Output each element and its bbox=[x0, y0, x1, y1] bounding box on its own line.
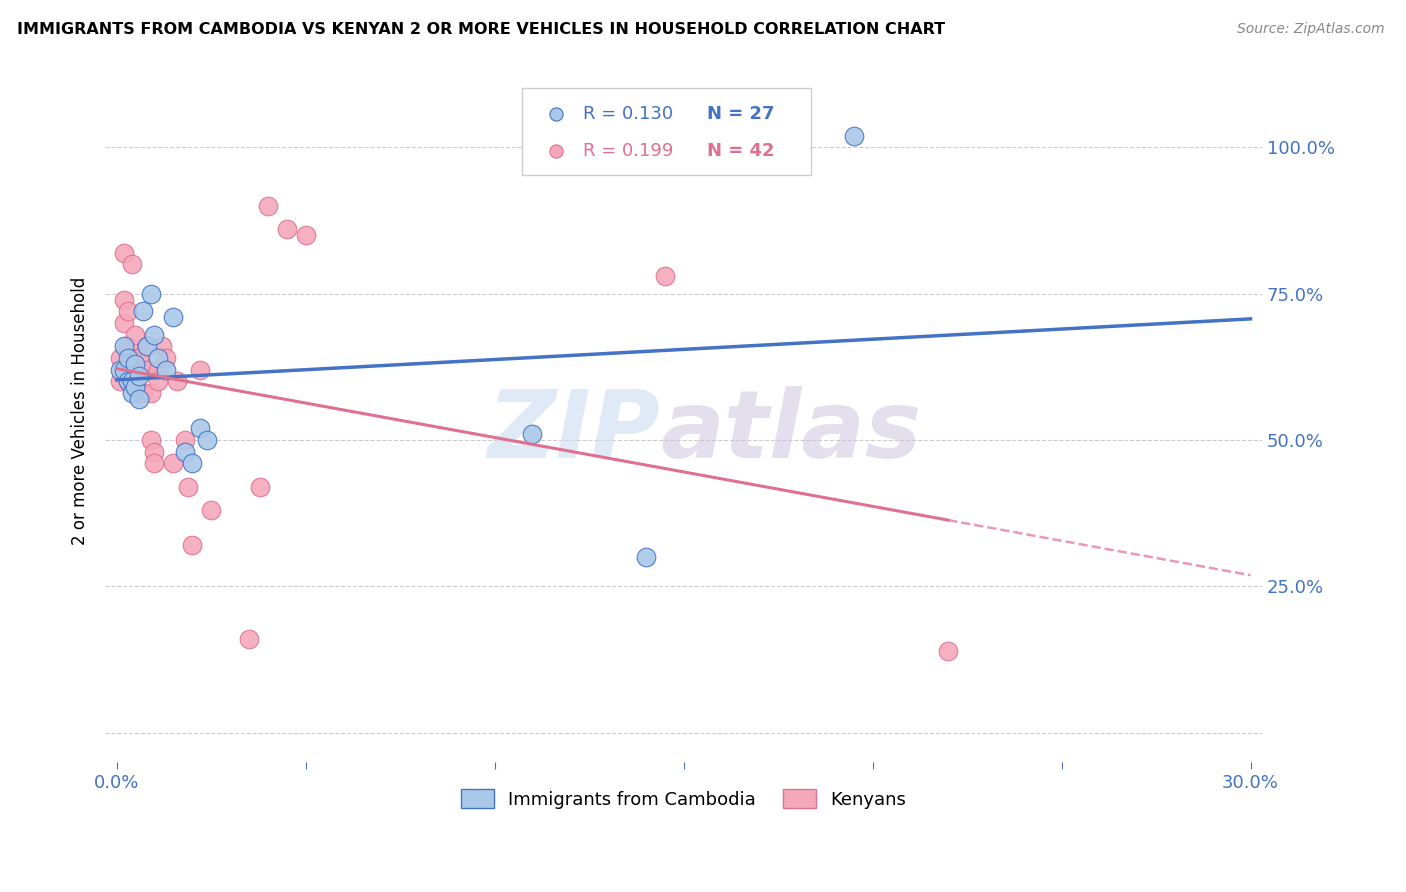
Point bbox=[238, 632, 260, 646]
Point bbox=[117, 351, 139, 365]
Point bbox=[117, 375, 139, 389]
Point bbox=[112, 293, 135, 307]
Text: N = 42: N = 42 bbox=[707, 142, 775, 160]
Point bbox=[294, 228, 316, 243]
Point bbox=[173, 444, 195, 458]
Point bbox=[146, 351, 169, 365]
Point bbox=[124, 380, 146, 394]
Point bbox=[155, 351, 177, 365]
Text: N = 27: N = 27 bbox=[707, 105, 775, 123]
Point bbox=[110, 375, 132, 389]
Point bbox=[143, 444, 166, 458]
Point bbox=[124, 327, 146, 342]
Point bbox=[654, 269, 676, 284]
FancyBboxPatch shape bbox=[522, 87, 811, 176]
Point bbox=[139, 386, 162, 401]
Point bbox=[124, 357, 146, 371]
Point bbox=[128, 386, 150, 401]
Text: atlas: atlas bbox=[661, 385, 922, 478]
Point bbox=[121, 351, 143, 365]
Point bbox=[522, 427, 544, 442]
Text: IMMIGRANTS FROM CAMBODIA VS KENYAN 2 OR MORE VEHICLES IN HOUSEHOLD CORRELATION C: IMMIGRANTS FROM CAMBODIA VS KENYAN 2 OR … bbox=[17, 22, 945, 37]
Point bbox=[200, 503, 222, 517]
Point bbox=[128, 392, 150, 406]
Point bbox=[177, 480, 200, 494]
Point bbox=[121, 375, 143, 389]
Point bbox=[143, 327, 166, 342]
Point bbox=[112, 362, 135, 376]
Legend: Immigrants from Cambodia, Kenyans: Immigrants from Cambodia, Kenyans bbox=[454, 782, 912, 816]
Point bbox=[166, 375, 188, 389]
Text: ZIP: ZIP bbox=[488, 385, 661, 478]
Point bbox=[135, 339, 157, 353]
Point bbox=[121, 362, 143, 376]
Point bbox=[276, 222, 298, 236]
Point bbox=[112, 339, 135, 353]
Point bbox=[842, 128, 865, 143]
Point bbox=[173, 433, 195, 447]
Point bbox=[181, 538, 204, 552]
Point bbox=[112, 316, 135, 330]
Point bbox=[188, 421, 211, 435]
Point bbox=[121, 386, 143, 401]
Point bbox=[117, 375, 139, 389]
Point bbox=[195, 433, 218, 447]
Point bbox=[135, 362, 157, 376]
Point bbox=[162, 310, 184, 324]
Y-axis label: 2 or more Vehicles in Household: 2 or more Vehicles in Household bbox=[72, 277, 89, 545]
Text: R = 0.130: R = 0.130 bbox=[583, 105, 673, 123]
Point bbox=[162, 456, 184, 470]
Point bbox=[117, 339, 139, 353]
Point bbox=[121, 257, 143, 271]
Point bbox=[110, 362, 132, 376]
Point bbox=[146, 362, 169, 376]
Point bbox=[155, 362, 177, 376]
Point bbox=[256, 199, 278, 213]
Point bbox=[181, 456, 204, 470]
Point bbox=[124, 375, 146, 389]
Text: Source: ZipAtlas.com: Source: ZipAtlas.com bbox=[1237, 22, 1385, 37]
Point bbox=[139, 433, 162, 447]
Point bbox=[132, 386, 155, 401]
Point bbox=[112, 245, 135, 260]
Point bbox=[936, 643, 959, 657]
Point bbox=[139, 286, 162, 301]
Point bbox=[188, 362, 211, 376]
Point bbox=[128, 368, 150, 383]
Point bbox=[117, 304, 139, 318]
Point bbox=[128, 351, 150, 365]
Point bbox=[110, 351, 132, 365]
Point bbox=[135, 339, 157, 353]
Point bbox=[132, 304, 155, 318]
Point bbox=[150, 339, 173, 353]
Point bbox=[143, 456, 166, 470]
Point bbox=[634, 549, 657, 564]
Text: R = 0.199: R = 0.199 bbox=[583, 142, 673, 160]
Point bbox=[146, 375, 169, 389]
Point bbox=[249, 480, 271, 494]
Point bbox=[132, 362, 155, 376]
